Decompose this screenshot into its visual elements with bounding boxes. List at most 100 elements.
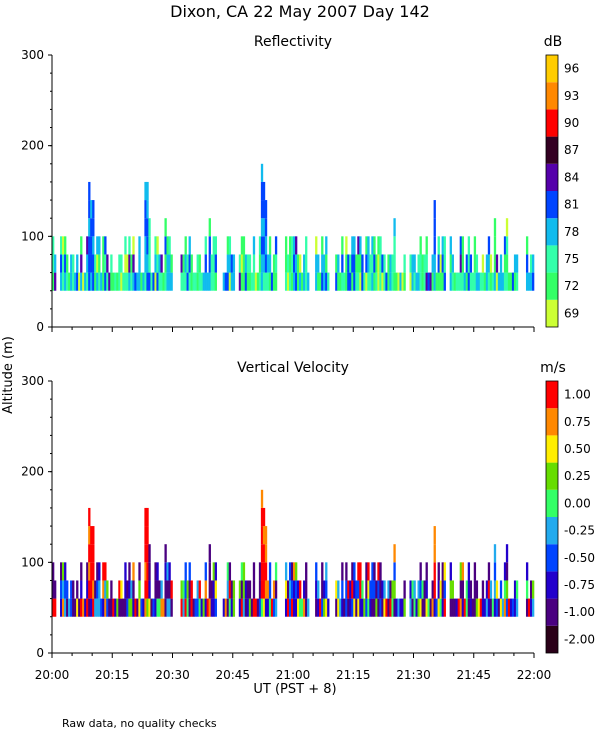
echo-cell (100, 272, 103, 291)
echo-cell (274, 236, 278, 255)
echo-cell (252, 272, 256, 291)
echo-cell (62, 562, 65, 581)
echo-cell (262, 254, 266, 273)
echo-cell (425, 580, 428, 599)
echo-cell (262, 200, 266, 219)
echo-cell (136, 598, 139, 617)
velocity-cb-unit: m/s (540, 360, 566, 376)
echo-cell (513, 580, 517, 599)
echo-cell (64, 580, 67, 599)
echo-cell (228, 598, 232, 617)
echo-cell (154, 236, 157, 255)
echo-cell (260, 598, 264, 617)
echo-cell (268, 272, 272, 291)
echo-cell (441, 236, 444, 255)
echo-cell (74, 598, 77, 617)
echo-cell (132, 598, 135, 617)
echo-cell (419, 598, 422, 617)
echo-cell (98, 272, 101, 291)
echo-cell (118, 580, 121, 599)
echo-cell (198, 272, 201, 291)
colorbar-swatch (546, 218, 558, 246)
echo-cell (459, 598, 462, 617)
echo-cell (491, 272, 495, 291)
echo-cell (88, 507, 91, 527)
echo-cell (413, 598, 416, 617)
echo-cell (503, 254, 507, 273)
echo-cell (98, 580, 101, 599)
echo-cell (479, 598, 483, 617)
echo-cell (148, 254, 151, 273)
echo-cell (92, 254, 95, 273)
echo-cell (321, 236, 324, 255)
echo-cell (321, 254, 324, 273)
echo-cell (467, 598, 471, 617)
echo-cell (156, 598, 159, 617)
echo-cell (349, 272, 352, 291)
echo-cell (343, 598, 346, 617)
echo-cell (150, 598, 153, 617)
colorbar-swatch (546, 462, 558, 490)
echo-cell (146, 580, 149, 599)
echo-cell (158, 254, 161, 273)
echo-cell (168, 272, 171, 291)
echo-cell (499, 272, 503, 291)
echo-cell (274, 254, 278, 273)
echo-cell (128, 562, 131, 581)
echo-cell (473, 598, 477, 617)
echo-cell (481, 272, 485, 291)
echo-cell (315, 254, 318, 273)
echo-cell (184, 598, 187, 617)
echo-cell (383, 598, 386, 617)
echo-cell (168, 562, 171, 581)
echo-cell (367, 236, 370, 255)
echo-cell (293, 236, 296, 255)
echo-cell (483, 272, 487, 291)
echo-cell (144, 272, 147, 291)
echo-cell (341, 562, 344, 581)
echo-cell (90, 218, 93, 237)
echo-cell (184, 272, 187, 291)
echo-cell (485, 272, 489, 291)
echo-cell (493, 236, 497, 255)
echo-cell (112, 598, 115, 617)
echo-cell (375, 580, 378, 599)
echo-cell (146, 272, 149, 291)
echo-cell (260, 580, 264, 599)
echo-cell (307, 598, 310, 617)
echo-cell (130, 254, 133, 273)
echo-cell (499, 254, 503, 273)
echo-cell (64, 236, 67, 255)
echo-cell (437, 254, 440, 273)
colorbar-swatch (546, 163, 558, 191)
echo-cell (258, 598, 262, 617)
echo-cell (206, 272, 209, 291)
echo-cell (188, 272, 191, 291)
echo-cell (112, 272, 115, 291)
echo-cell (154, 272, 157, 291)
echo-cell (156, 236, 159, 255)
colorbar-frame (545, 54, 559, 328)
echo-cell (433, 580, 436, 599)
echo-cell (459, 254, 462, 273)
echo-cell (499, 580, 503, 599)
x-tick-label: 21:15 (336, 668, 371, 682)
echo-cell (363, 598, 366, 617)
echo-cell (339, 272, 342, 291)
echo-cell (531, 254, 535, 273)
echo-cell (90, 272, 93, 291)
echo-cell (226, 562, 230, 581)
echo-cell (186, 580, 189, 599)
echo-cell (78, 272, 81, 291)
echo-cell (102, 562, 105, 581)
echo-cell (94, 254, 97, 273)
echo-cell (461, 598, 465, 617)
echo-cell (260, 489, 264, 508)
echo-cell (286, 580, 290, 599)
echo-cell (244, 598, 248, 617)
colorbar-label: 72 (564, 279, 579, 293)
echo-cell (140, 272, 143, 291)
echo-cell (527, 272, 531, 291)
echo-cell (337, 254, 340, 273)
